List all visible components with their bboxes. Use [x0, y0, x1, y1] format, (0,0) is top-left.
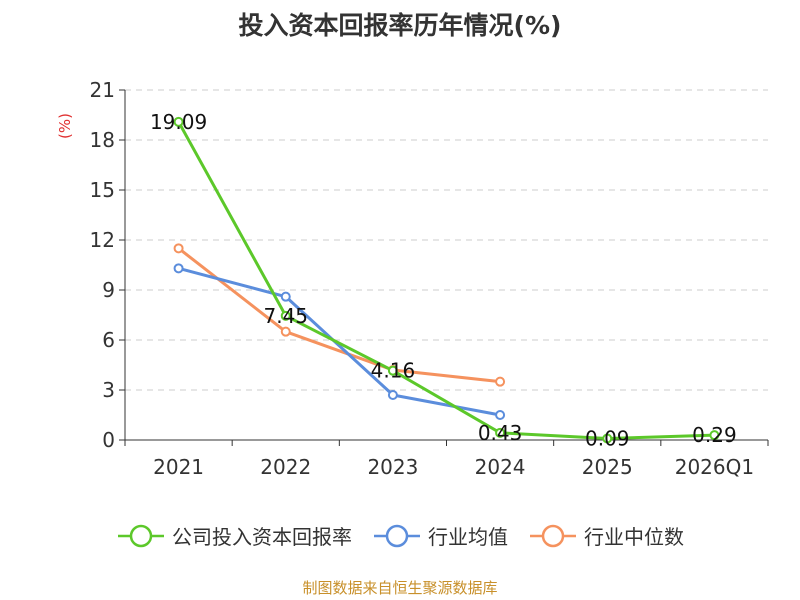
point-0-3 — [495, 427, 506, 438]
grid-lines — [125, 89, 768, 391]
legend-marker-1 — [374, 524, 420, 547]
data-label-0: 19.09 — [150, 110, 207, 134]
data-labels: 19.09 7.45 4.16 0.43 0.09 0.29 — [150, 110, 737, 451]
point-0-0 — [173, 116, 184, 127]
series-line-2 — [177, 247, 501, 384]
series-line-0 — [177, 121, 715, 440]
data-label-3: 0.43 — [478, 421, 523, 445]
legend: 公司投入资本回报率 行业均值 行业中位数 — [0, 521, 800, 550]
point-1-0 — [173, 263, 184, 274]
point-0-5 — [709, 430, 720, 441]
y-tick-label-0: 0 — [102, 428, 115, 452]
point-1-3 — [495, 410, 506, 420]
point-2-1 — [280, 326, 291, 337]
source-note: 制图数据来自恒生聚源数据库 — [302, 579, 498, 597]
y-tick-label-1: 3 — [102, 378, 115, 402]
data-label-1: 7.45 — [263, 304, 308, 328]
x-tick-label-2022: 2022 — [260, 455, 311, 479]
series-line-1 — [178, 266, 501, 417]
point-1-1 — [280, 291, 291, 302]
legend-item-0[interactable]: 公司投入资本回报率 — [116, 521, 352, 550]
legend-label-0: 公司投入资本回报率 — [172, 525, 352, 549]
legend-item-1[interactable]: 行业均值 — [372, 521, 508, 550]
data-label-5: 0.29 — [692, 423, 737, 447]
data-label-2: 4.16 — [371, 359, 416, 383]
y-tick-label-3: 9 — [102, 278, 115, 302]
y-tick-label-6: 18 — [90, 128, 115, 152]
y-tick-label-2: 6 — [102, 328, 115, 352]
y-axis-unit-label: (%) — [56, 113, 74, 139]
x-tick-label-2024: 2024 — [475, 455, 526, 479]
legend-item-2[interactable]: 行业中位数 — [528, 521, 684, 550]
series-lines — [173, 116, 720, 444]
point-1-2 — [387, 390, 398, 400]
y-tick-label-5: 15 — [90, 178, 115, 202]
point-2-0 — [173, 243, 184, 254]
point-0-4 — [602, 433, 613, 444]
point-2-3 — [495, 376, 506, 387]
legend-marker-0 — [118, 524, 164, 547]
legend-label-2: 行业中位数 — [584, 525, 684, 549]
point-0-1 — [280, 310, 291, 321]
chart-title: 投入资本回报率历年情况(%) — [238, 11, 562, 40]
y-tick-label-4: 12 — [90, 228, 115, 252]
x-tick-label-2026Q1: 2026Q1 — [675, 455, 754, 479]
point-0-2 — [387, 365, 398, 376]
legend-label-1: 行业均值 — [428, 525, 508, 549]
x-tick-label-2021: 2021 — [153, 455, 204, 479]
x-tick-label-2023: 2023 — [367, 455, 418, 479]
data-label-4: 0.09 — [585, 427, 630, 451]
x-tick-label-2025: 2025 — [582, 455, 633, 479]
y-tick-label-7: 21 — [90, 78, 115, 102]
legend-marker-2 — [530, 524, 576, 547]
axes: 0 3 6 9 12 15 18 21 2021 2022 2023 2024 2025 2026Q1 — [90, 78, 769, 479]
